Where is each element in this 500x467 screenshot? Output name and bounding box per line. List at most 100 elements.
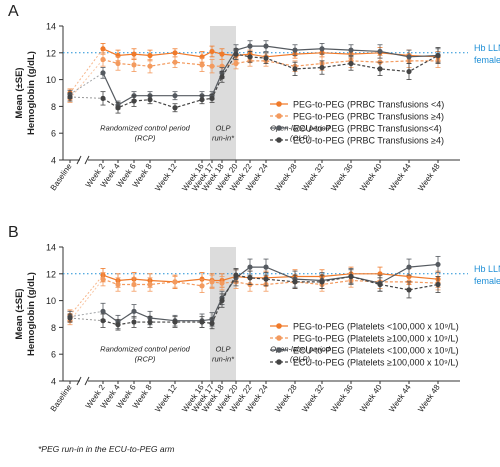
data-point	[292, 47, 298, 53]
data-point	[67, 315, 73, 321]
x-tick-label: Week 44	[387, 162, 413, 193]
data-point	[406, 287, 412, 293]
data-point	[172, 50, 178, 56]
y-tick-label: 12	[46, 48, 56, 58]
period-label-olp-runin-line1: OLP	[215, 345, 230, 354]
data-point	[406, 264, 412, 270]
x-tick-label: Week 40	[358, 383, 384, 414]
axis-break-mark	[84, 376, 90, 386]
series-break-segment	[69, 278, 104, 322]
data-point	[263, 264, 269, 270]
series-line	[102, 58, 438, 67]
period-label-olp-line1: Open-label period	[270, 345, 330, 354]
data-point	[377, 66, 383, 72]
panel-letter: A	[8, 3, 19, 20]
legend-swatch-marker	[276, 125, 282, 131]
reference-label-line2: female	[474, 276, 500, 286]
series-group	[67, 266, 441, 322]
data-point	[292, 279, 298, 285]
data-point	[377, 48, 383, 55]
period-label-olp-line2: (OLP)	[290, 134, 311, 143]
data-point	[219, 280, 225, 286]
data-point	[131, 62, 137, 68]
y-tick-label: 8	[51, 102, 56, 112]
legend-swatch-marker	[276, 335, 282, 341]
data-point	[319, 46, 325, 52]
y-tick-label: 6	[51, 350, 56, 360]
series-break-segment	[69, 274, 104, 316]
data-point	[131, 319, 137, 325]
period-label-rcp-line2: (RCP)	[135, 134, 156, 143]
data-point	[377, 281, 383, 288]
data-point	[406, 54, 412, 60]
legend-swatch-marker	[276, 359, 282, 365]
x-tick-label: Week 12	[153, 162, 179, 193]
legend-label: ECU-to-PEG (PRBC Transfusions ≥4)	[293, 136, 444, 146]
data-point	[172, 319, 178, 325]
data-point	[172, 93, 178, 99]
legend-swatch-marker	[276, 113, 282, 119]
data-point	[319, 279, 325, 285]
y-tick-label: 12	[46, 269, 56, 279]
x-tick-label: Week 32	[300, 162, 326, 193]
data-point	[292, 66, 298, 72]
data-point	[247, 43, 253, 49]
series-break-segment	[69, 96, 104, 99]
series-break-segment	[69, 317, 104, 322]
legend-label: PEG-to-PEG (Platelets <100,000 x 10⁹/L)	[293, 322, 459, 332]
series-line	[102, 273, 439, 283]
y-tick-label: 14	[46, 22, 56, 32]
data-point	[435, 52, 441, 59]
series-group	[67, 268, 441, 331]
y-tick-label: 14	[46, 243, 56, 253]
period-label-rcp-line1: Randomized control period	[100, 345, 190, 354]
data-point	[115, 105, 121, 111]
data-point	[100, 70, 106, 76]
data-point	[233, 51, 239, 57]
x-tick-label: Week 32	[300, 383, 326, 414]
axis-break-mark	[76, 155, 82, 165]
series-break-segment	[69, 59, 104, 99]
period-label-rcp-line2: (RCP)	[135, 355, 156, 364]
data-point	[219, 74, 225, 80]
data-point	[233, 60, 239, 67]
series-group	[67, 52, 441, 103]
data-point	[435, 261, 441, 268]
data-point	[263, 43, 269, 49]
data-point	[233, 272, 239, 278]
data-point	[263, 276, 269, 282]
series-line	[102, 263, 439, 323]
data-point	[100, 56, 106, 63]
data-point	[147, 97, 153, 103]
y-tick-label: 4	[51, 377, 56, 387]
x-tick-label: Week 44	[387, 383, 413, 414]
series-break-segment	[69, 72, 104, 95]
y-tick-label: 10	[46, 296, 56, 306]
data-point	[209, 320, 215, 326]
x-tick-label: Week 40	[358, 162, 384, 193]
y-axis-label-line2: Hemoglobin (g/dL)	[26, 272, 37, 356]
data-point	[131, 98, 137, 104]
data-point	[172, 59, 178, 65]
legend-label: PEG-to-PEG (PRBC Transfusions ≥4)	[293, 112, 444, 122]
data-point	[115, 322, 121, 328]
series-break-segment	[69, 310, 104, 318]
data-point	[348, 60, 354, 67]
legend-label: ECU-to-PEG (PRBC Transfusions<4)	[293, 124, 442, 134]
data-point	[199, 319, 205, 325]
data-point	[147, 63, 153, 69]
y-tick-label: 4	[51, 156, 56, 166]
y-axis-label-line2: Hemoglobin (g/dL)	[26, 51, 37, 135]
footnote: *PEG run-in in the ECU-to-PEG arm	[38, 444, 175, 454]
data-point	[209, 63, 215, 69]
data-point	[435, 281, 441, 288]
x-tick-label: Week 28	[273, 162, 299, 193]
data-point	[100, 46, 106, 52]
series-group	[67, 255, 441, 330]
data-point	[100, 308, 106, 314]
legend-swatch-marker	[276, 323, 282, 329]
data-point	[199, 283, 205, 289]
data-point	[199, 97, 205, 103]
x-tick-label: Baseline	[49, 162, 74, 193]
